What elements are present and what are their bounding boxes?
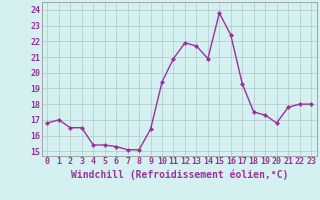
X-axis label: Windchill (Refroidissement éolien,°C): Windchill (Refroidissement éolien,°C) bbox=[70, 169, 288, 180]
